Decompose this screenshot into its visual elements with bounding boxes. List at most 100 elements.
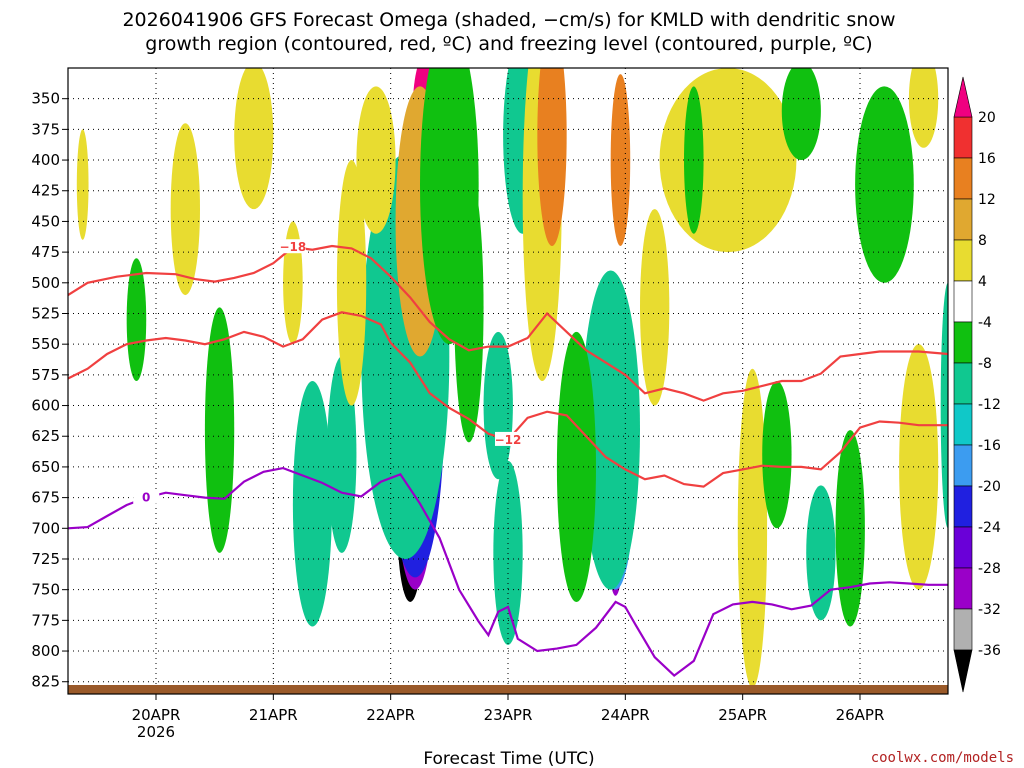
colorbar-label-12: 12 (978, 192, 996, 208)
colorbar-label--28: -28 (978, 561, 1001, 577)
y-tick-label-525: 525 (31, 304, 60, 322)
colorbar-label--32: -32 (978, 602, 1001, 618)
colorbar-label--4: -4 (978, 315, 992, 331)
x-tick-label-4: 24APR (601, 706, 650, 724)
y-tick-label-725: 725 (31, 550, 60, 568)
y-axis-pressure: 350 375 400 425 450 475 500 525 550 575 600 625 650 6… (31, 90, 68, 691)
y-tick-label-575: 575 (31, 366, 60, 384)
colorbar-box-8-to-12 (953, 198, 973, 241)
omega-cell-29 (493, 460, 523, 645)
colorbar-box--4-to-4 (953, 280, 973, 323)
colorbar-box--28-to--24 (953, 526, 973, 569)
y-tick-label-650: 650 (31, 458, 60, 476)
colorbar-label--36: -36 (978, 643, 1001, 659)
colorbar-box--12-to--8 (953, 362, 973, 405)
contour-label-0: 0 (142, 491, 150, 505)
omega-cell-24 (126, 258, 147, 381)
omega-cell-39 (908, 68, 939, 148)
terrain-ground-strip (68, 685, 948, 694)
y-tick-label-700: 700 (31, 519, 60, 537)
omega-cell-14 (556, 331, 596, 602)
omega-cell-36 (454, 172, 484, 443)
omega-cell-21 (940, 282, 948, 529)
omega-cell-19 (835, 430, 865, 627)
colorbar-label-8: 8 (978, 233, 987, 249)
omega-cell-7 (356, 86, 396, 234)
omega-cell-33 (806, 485, 836, 621)
omega-cell-31 (737, 368, 768, 688)
omega-cell-17 (855, 86, 914, 283)
omega-cell-23 (170, 123, 200, 296)
colorbar-max-arrow (953, 76, 973, 118)
colorbar-box--8-to--4 (953, 321, 973, 364)
colorbar-box-12-to-16 (953, 157, 973, 200)
x-tick-label-0: 20APR (132, 706, 181, 724)
colorbar-label--12: -12 (978, 397, 1001, 413)
colorbar-label-20: 20 (978, 110, 996, 126)
colorbar-label--24: -24 (978, 520, 1001, 536)
y-tick-label-550: 550 (31, 335, 60, 353)
colorbar-box-16-to-20 (953, 116, 973, 159)
omega-cell-18 (781, 68, 821, 161)
y-tick-label-775: 775 (31, 611, 60, 629)
colorbar-box--16-to--12 (953, 403, 973, 446)
colorbar-label-16: 16 (978, 151, 996, 167)
colorbar-box--24-to--20 (953, 485, 973, 528)
y-tick-label-450: 450 (31, 212, 60, 230)
omega-cell-26 (292, 381, 333, 627)
x-tick-sublabel-0: 2026 (137, 723, 175, 741)
colorbar-box--36-to--32 (953, 608, 973, 651)
x-tick-label-1: 21APR (249, 706, 298, 724)
x-tick-label-5: 25APR (718, 706, 767, 724)
colorbar-label-4: 4 (978, 274, 987, 290)
contour--18 (68, 244, 948, 402)
omega-cell-34 (76, 129, 89, 240)
contour-label-bg--18 (279, 239, 306, 254)
colorbar-box--32-to--28 (953, 567, 973, 610)
y-tick-label-375: 375 (31, 120, 60, 138)
x-axis-title: Forecast Time (UTC) (423, 749, 594, 768)
contour-0 (68, 466, 948, 678)
credit-text: coolwx.com/models (871, 750, 1014, 766)
colorbar: -36 -32 -28 -24 -20 -16 -12 -8 -4 4 8 12 16 20 (953, 76, 1001, 693)
y-tick-label-800: 800 (31, 642, 60, 660)
omega-cell-32 (762, 381, 792, 529)
colorbar-min-arrow (953, 649, 973, 693)
omega-cell-28 (336, 160, 367, 406)
contour-label-bg-0 (133, 489, 160, 504)
y-tick-label-475: 475 (31, 243, 60, 261)
plot-area: −18 −12 0 (68, 68, 948, 694)
colorbar-label--8: -8 (978, 356, 992, 372)
y-tick-label-625: 625 (31, 427, 60, 445)
omega-cell-6 (581, 270, 641, 590)
y-tick-label-500: 500 (31, 274, 60, 292)
contour-label--12: −12 (495, 433, 522, 447)
y-tick-label-750: 750 (31, 581, 60, 599)
x-tick-label-6: 26APR (836, 706, 885, 724)
contour-label--18: −18 (280, 240, 307, 254)
omega-cell-27 (327, 356, 357, 553)
omega-cell-25 (204, 307, 235, 553)
grid-lines (68, 68, 948, 694)
y-tick-label-350: 350 (31, 90, 60, 108)
omega-cell-37 (640, 209, 670, 406)
colorbar-box-4-to-8 (953, 239, 973, 282)
omega-cell-13 (537, 68, 567, 246)
y-tick-label-425: 425 (31, 182, 60, 200)
chart-title-line-1: 2026041906 GFS Forecast Omega (shaded, −… (122, 9, 895, 31)
omega-cell-22 (234, 68, 274, 210)
y-tick-label-675: 675 (31, 489, 60, 507)
colorbar-box--20-to--16 (953, 444, 973, 487)
colorbar-label--20: -20 (978, 479, 1001, 495)
contour-label-bg--12 (495, 431, 521, 446)
omega-shading (76, 68, 948, 688)
x-tick-label-2: 22APR (366, 706, 415, 724)
y-tick-label-600: 600 (31, 397, 60, 415)
y-tick-label-400: 400 (31, 151, 60, 169)
colorbar-label--16: -16 (978, 438, 1001, 454)
contour-lines: −18 −12 0 (68, 239, 948, 678)
x-tick-label-3: 23APR (484, 706, 533, 724)
y-tick-label-825: 825 (31, 673, 60, 691)
